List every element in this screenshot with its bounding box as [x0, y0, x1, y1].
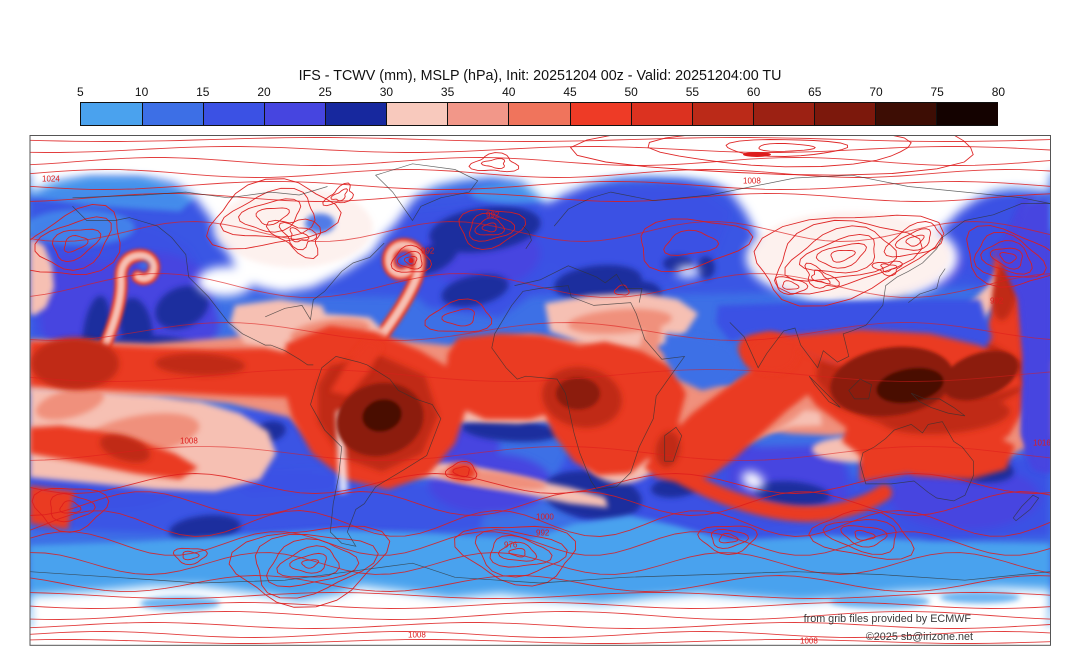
svg-text:1016: 1016 — [1033, 439, 1051, 448]
svg-text:1008: 1008 — [800, 637, 818, 646]
svg-text:992: 992 — [421, 247, 435, 256]
svg-text:1008: 1008 — [408, 631, 426, 640]
svg-text:976: 976 — [504, 541, 518, 550]
svg-text:1008: 1008 — [180, 437, 198, 446]
svg-text:992: 992 — [990, 297, 1004, 306]
svg-text:992: 992 — [536, 529, 550, 538]
svg-text:1000: 1000 — [536, 513, 554, 522]
svg-text:1024: 1024 — [42, 175, 60, 184]
svg-text:992: 992 — [486, 211, 500, 220]
svg-text:1008: 1008 — [743, 177, 761, 186]
